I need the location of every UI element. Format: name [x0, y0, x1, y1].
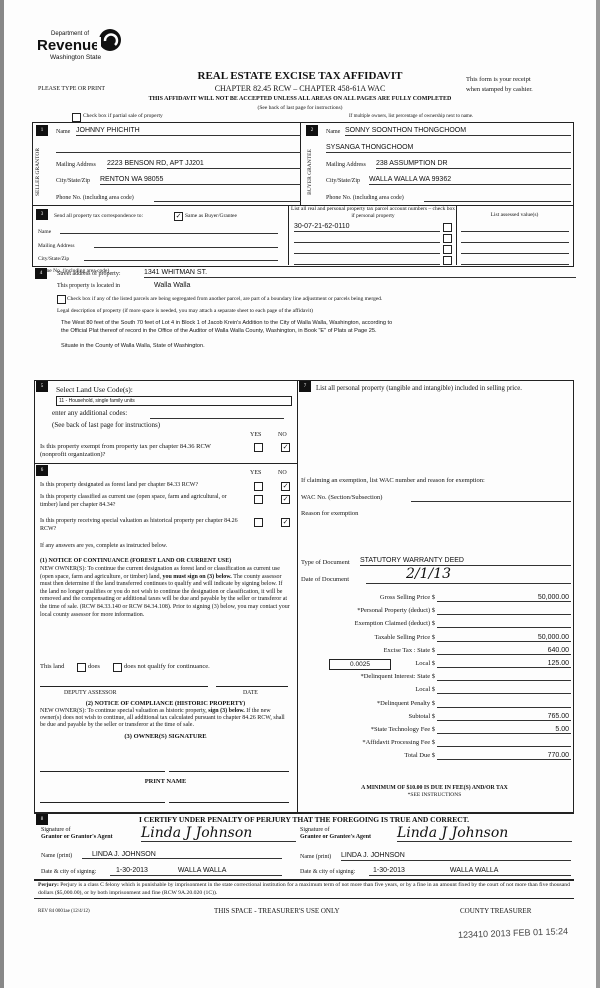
current-use-yes-checkbox[interactable] [254, 495, 263, 504]
tax-line-label: Subtotal $ [408, 712, 435, 720]
corr-mailing-field[interactable] [94, 238, 278, 248]
tax-line-value[interactable]: 640.00 [437, 646, 571, 655]
personal-property-checkbox[interactable] [443, 223, 452, 232]
seller-name2-field[interactable] [56, 143, 301, 153]
grantee-date-city[interactable]: 1-30-2013 WALLA WALLA [369, 866, 571, 876]
tax-line-label: Gross Selling Price $ [379, 594, 435, 601]
tax-line-label: Excise Tax : State $ [383, 646, 435, 654]
parties-box [32, 122, 574, 267]
same-as-buyer-checkbox[interactable]: ✓ [174, 212, 183, 221]
buyer-phone-field[interactable] [424, 192, 571, 202]
tax-line-value[interactable] [437, 672, 571, 682]
grantor-signature[interactable]: Linda J Johnson [141, 826, 296, 842]
parcel-number-field[interactable] [294, 233, 440, 243]
tax-line-value[interactable]: 765.00 [437, 712, 571, 721]
tax-line-label: *Delinquent Penalty $ [376, 699, 435, 707]
assessed-value-field[interactable] [461, 244, 569, 254]
forest-yes-checkbox[interactable] [254, 482, 263, 491]
tax-line-value[interactable] [437, 619, 571, 629]
street-address-field[interactable]: 1341 WHITMAN ST. [144, 268, 576, 278]
buyer-name2-field[interactable]: SYSANGA THONGCHOOM [326, 143, 571, 153]
buyer-mailing-field[interactable]: 238 ASSUMPTION DR [376, 159, 571, 169]
exempt-yes-checkbox[interactable] [254, 443, 263, 452]
tax-line-label: *Affidavit Processing Fee $ [362, 739, 435, 747]
document-date-field[interactable]: 2/1/13 [366, 565, 571, 584]
tax-line-value[interactable] [437, 606, 571, 616]
historic-no-checkbox[interactable]: ✓ [281, 518, 290, 527]
tax-line-label: Local $ [415, 660, 435, 667]
tax-line-label: Total Due $ [404, 752, 435, 760]
treasurer-stamp: 123410 2013 FEB 01 15:24 [457, 926, 569, 940]
partial-sale-checkbox[interactable] [72, 113, 81, 122]
parcel-number-field[interactable] [294, 244, 440, 254]
land-use-box [34, 380, 574, 814]
buyer-city-field[interactable]: WALLA WALLA WA 99362 [369, 175, 571, 185]
current-use-no-checkbox[interactable]: ✓ [281, 495, 290, 504]
land-use-code-select[interactable]: 11 - Household, single family units [56, 396, 292, 406]
grantor-date-city[interactable]: 1-30-2013 WALLA WALLA [110, 866, 282, 876]
grantee-signature[interactable]: Linda J Johnson [397, 826, 572, 842]
local-rate-field[interactable]: 0.0025 [329, 659, 391, 670]
tax-line-value[interactable]: 770.00 [437, 751, 571, 761]
does-not-qualify-checkbox[interactable] [113, 663, 122, 672]
seller-name-field[interactable]: JOHNNY PHICHITH [76, 126, 301, 136]
historic-yes-checkbox[interactable] [254, 518, 263, 527]
tax-line-label: *Personal Property (deduct) $ [357, 607, 435, 615]
form-title: REAL ESTATE EXCISE TAX AFFIDAVIT [197, 70, 403, 82]
corr-city-field[interactable] [84, 251, 278, 261]
personal-property-checkbox[interactable] [443, 256, 452, 265]
located-in-value: Walla Walla [154, 282, 191, 289]
tax-line-label: Local $ [415, 686, 435, 694]
personal-property-checkbox[interactable] [443, 245, 452, 254]
buyer-name-field[interactable]: SONNY SOONTHON THONGCHOOM [345, 126, 571, 136]
logo-swirl-icon [97, 29, 121, 53]
wac-number-field[interactable] [411, 492, 571, 502]
assessed-value-field[interactable] [461, 233, 569, 243]
tax-line-value[interactable]: 50,000.00 [437, 633, 571, 642]
parcel-number-field[interactable] [294, 255, 440, 265]
corr-name-field[interactable] [60, 224, 278, 234]
grantor-print-name[interactable]: LINDA J. JOHNSON [82, 850, 282, 859]
tax-line-label: *Delinquent Interest: State $ [360, 673, 435, 681]
seller-phone-field[interactable] [154, 192, 301, 202]
grantee-print-name[interactable]: LINDA J. JOHNSON [341, 851, 571, 861]
forest-no-checkbox[interactable]: ✓ [281, 482, 290, 491]
tax-line-value[interactable]: 125.00 [437, 659, 571, 668]
tax-line-value[interactable]: 50,000.00 [437, 593, 571, 602]
additional-codes-field[interactable] [150, 409, 284, 419]
tax-line-value[interactable] [437, 738, 571, 748]
assessed-value-field[interactable] [461, 255, 569, 265]
assessed-value-field[interactable] [461, 222, 569, 232]
exempt-no-checkbox[interactable]: ✓ [281, 443, 290, 452]
tax-line-value[interactable] [437, 685, 571, 695]
seller-city-field[interactable]: RENTON WA 98055 [100, 175, 301, 185]
tax-line-label: *State Technology Fee $ [370, 726, 435, 733]
parcel-number-field[interactable]: 30-07-21-62-0110 [294, 222, 440, 232]
seller-mailing-field[interactable]: 2223 BENSON RD, APT JJ201 [107, 159, 301, 169]
segregated-checkbox[interactable] [57, 295, 66, 304]
tax-line-value[interactable] [437, 699, 571, 708]
tax-line-label: Exemption Claimed (deduct) $ [354, 620, 435, 628]
certify-statement: I CERTIFY UNDER PENALTY OF PERJURY THAT … [138, 815, 469, 824]
tax-line-value[interactable]: 5.00 [437, 725, 571, 734]
tax-line-label: Taxable Selling Price $ [374, 633, 435, 641]
document-type-field[interactable]: STATUTORY WARRANTY DEED [360, 556, 571, 566]
does-qualify-checkbox[interactable] [77, 663, 86, 672]
personal-property-checkbox[interactable] [443, 234, 452, 243]
